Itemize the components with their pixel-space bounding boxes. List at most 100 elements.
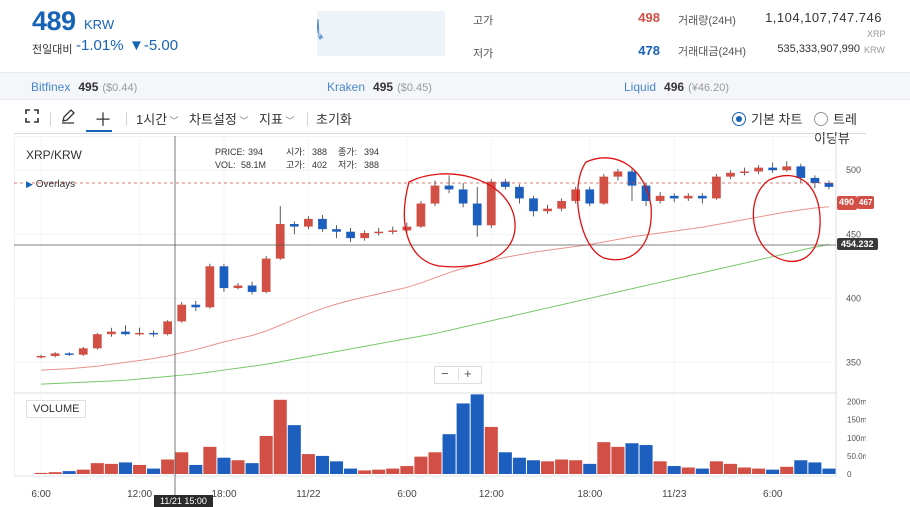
- volume-bar: [752, 468, 766, 474]
- ticker-header: 489 KRW 전일대비 -1.01% ▼-5.00 고가 498 저가 478…: [0, 0, 910, 70]
- volume-bar: [203, 446, 217, 474]
- candle-body: [754, 167, 763, 172]
- candle-body: [824, 183, 834, 187]
- crosshair-icon[interactable]: ＋: [94, 110, 112, 130]
- volume-bar: [695, 468, 709, 474]
- candle-body: [472, 203, 482, 226]
- volume-bar: [808, 462, 822, 474]
- volume-tick-label: 200m: [847, 398, 866, 407]
- exchange-bitfinex[interactable]: Bitfinex 495 ($0.44): [31, 80, 138, 94]
- candle-body: [669, 195, 679, 199]
- volume-bar: [273, 399, 287, 474]
- chart-area[interactable]: 500 450 400 350 200m 150m 100m 50.0m 0 6:00 12:00 1…: [14, 136, 878, 507]
- candle-body: [388, 230, 398, 232]
- pencil-icon[interactable]: [60, 108, 76, 127]
- candle-body: [205, 266, 215, 308]
- y-tick-label: 400: [846, 293, 861, 303]
- interval-dropdown[interactable]: 1시간 ﹀: [136, 112, 179, 127]
- candle-body: [233, 285, 243, 289]
- candle-body: [346, 231, 355, 239]
- volume-bar: [104, 463, 118, 474]
- volume-bar: [780, 466, 794, 474]
- low-label: 저가: [473, 48, 494, 60]
- volume-bar: [329, 461, 344, 474]
- candle-body: [50, 353, 60, 356]
- volume-bar: [428, 452, 442, 474]
- x-tick-label: 6:00: [31, 489, 51, 500]
- candle-body: [332, 229, 341, 232]
- candle-body: [261, 258, 271, 292]
- candle-body: [627, 171, 637, 186]
- volume-bar: [175, 452, 189, 474]
- candle-body: [613, 171, 623, 177]
- radio-selected-icon: [732, 112, 746, 126]
- volume-bar: [484, 426, 498, 474]
- volume-bar: [414, 456, 428, 474]
- volume-bar: [498, 452, 512, 474]
- candle-body: [374, 231, 384, 234]
- change-amount: ▼-5.00: [129, 37, 179, 54]
- fullscreen-icon[interactable]: [24, 108, 40, 127]
- candle-body: [655, 195, 665, 201]
- amount-value: 535,333,907,990: [777, 43, 860, 55]
- chart-settings-dropdown[interactable]: 차트설정 ﹀: [189, 112, 249, 127]
- high-value: 498: [638, 10, 660, 25]
- volume-bar: [358, 470, 372, 474]
- crosshair-active-indicator: [86, 130, 112, 132]
- candle-body: [149, 332, 158, 335]
- volume-panel-label: VOLUME: [26, 400, 87, 418]
- candle-body: [529, 198, 538, 212]
- volume-tick-label: 150m: [847, 416, 866, 425]
- volume-bar: [611, 446, 625, 474]
- x-tick-label: 11/23: [662, 489, 687, 500]
- zoom-in-button[interactable]: +: [464, 366, 472, 381]
- candle-body: [599, 176, 609, 204]
- volume-bar: [639, 445, 653, 474]
- high-label: 고가: [473, 15, 494, 27]
- candle-body: [543, 208, 552, 212]
- volume-bar: [118, 462, 132, 474]
- candle-body: [796, 166, 806, 178]
- volume-tick-label: 50.0m: [847, 452, 866, 461]
- amount-unit: KRW: [864, 45, 885, 55]
- exchange-liquid[interactable]: Liquid 496 (¥46.20): [624, 80, 730, 94]
- annotation-circle: [403, 173, 516, 268]
- symbol-label: XRP/KRW: [26, 148, 82, 162]
- volume-bar: [681, 467, 695, 474]
- candle-body: [36, 355, 46, 358]
- volume-bar: [372, 469, 386, 474]
- x-tick-label: 12:00: [127, 489, 152, 500]
- candle-body: [810, 177, 820, 184]
- volume-bar: [231, 460, 245, 474]
- candle-body: [304, 218, 313, 227]
- candle-body: [318, 218, 327, 230]
- candle-body: [107, 331, 116, 335]
- zoom-out-button[interactable]: −: [441, 366, 449, 381]
- volume-bar: [456, 403, 470, 474]
- crosshair-price-tag: 454.232: [837, 238, 878, 250]
- volume-unit: XRP: [867, 29, 886, 39]
- candle-body: [557, 200, 566, 209]
- overlays-toggle[interactable]: ▶ Overlays: [26, 179, 76, 190]
- candle-body: [163, 321, 173, 335]
- volume-bar: [597, 442, 611, 474]
- tradingview-radio[interactable]: 트레이딩뷰: [814, 112, 857, 146]
- volume-value: 1,104,107,747.746: [765, 10, 882, 25]
- candle-body: [135, 332, 144, 335]
- candle-body: [177, 304, 187, 322]
- volume-bar: [400, 466, 414, 474]
- volume-bar: [315, 455, 329, 474]
- volume-bar: [569, 460, 583, 474]
- volume-bar: [667, 466, 681, 474]
- y-tick-label: 350: [846, 357, 861, 367]
- amount-label: 거래대금(24H): [678, 46, 746, 58]
- basic-chart-radio[interactable]: 기본 차트: [732, 109, 802, 128]
- candle-body: [500, 181, 510, 187]
- volume-bar: [301, 454, 315, 474]
- exchange-kraken[interactable]: Kraken 495 ($0.45): [327, 80, 432, 94]
- candle-body: [768, 167, 778, 171]
- indicators-dropdown[interactable]: 지표 ﹀: [259, 112, 295, 127]
- reset-button[interactable]: 초기화: [316, 112, 352, 127]
- volume-bar: [653, 461, 667, 474]
